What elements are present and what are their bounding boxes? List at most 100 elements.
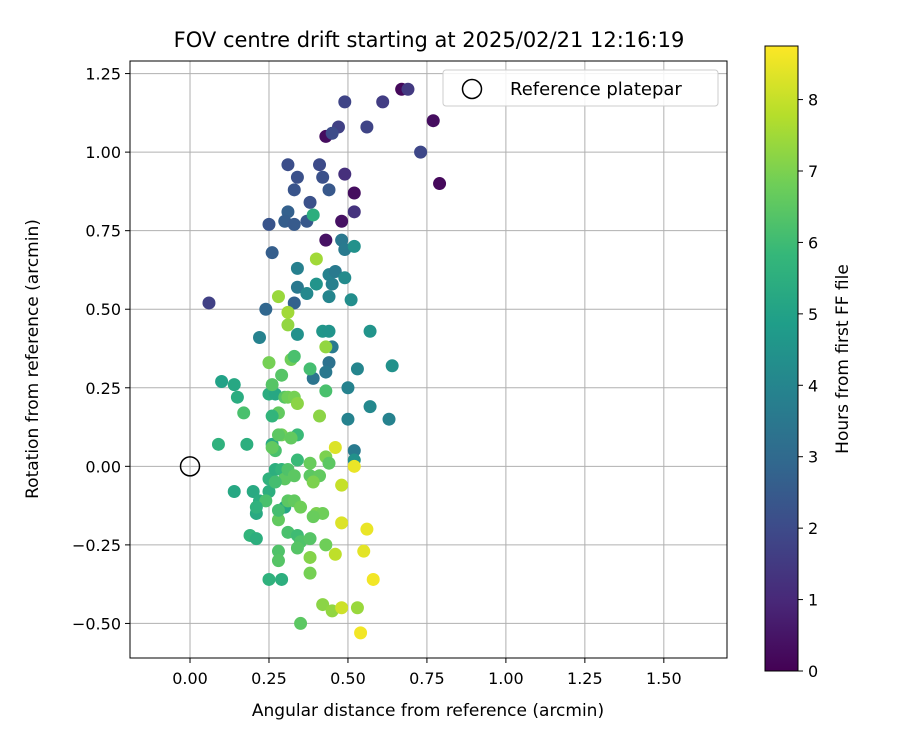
data-point — [287, 183, 301, 197]
y-axis-ticks: −0.50 −0.25 0.00 0.25 0.50 0.75 1.00 1.25 — [72, 65, 130, 633]
data-point — [309, 277, 323, 291]
data-point — [433, 177, 447, 191]
data-point — [303, 456, 317, 470]
data-point — [328, 547, 342, 561]
data-point — [300, 287, 314, 301]
data-point — [322, 456, 336, 470]
data-point — [360, 522, 374, 536]
data-point — [294, 616, 308, 630]
data-point — [281, 305, 295, 319]
data-point — [376, 95, 390, 109]
data-point — [347, 239, 361, 253]
data-point — [271, 554, 285, 568]
data-point — [259, 494, 273, 508]
data-point — [227, 484, 241, 498]
colorbar-ticks: 0 1 2 3 4 5 6 7 8 — [798, 91, 818, 681]
data-point — [347, 459, 361, 473]
data-point — [294, 500, 308, 514]
data-point — [360, 120, 374, 134]
data-point — [338, 167, 352, 181]
data-point — [335, 214, 349, 228]
data-point — [309, 252, 323, 266]
data-point — [249, 532, 263, 546]
colorbar-gradient — [764, 45, 799, 672]
colorbar-tick-label: 4 — [808, 376, 818, 395]
data-point — [303, 566, 317, 580]
data-point — [350, 601, 364, 615]
data-point — [366, 572, 380, 586]
data-point — [350, 362, 364, 376]
x-tick-label: 0.50 — [330, 669, 366, 688]
data-point — [265, 409, 279, 423]
data-point — [246, 484, 260, 498]
data-point — [237, 406, 251, 420]
data-point — [303, 550, 317, 564]
data-point — [354, 626, 368, 640]
colorbar-tick-label: 3 — [808, 448, 818, 467]
data-point — [322, 183, 336, 197]
data-point — [265, 378, 279, 392]
data-point — [385, 359, 399, 373]
data-point — [316, 598, 330, 612]
data-point — [287, 469, 301, 483]
data-point — [303, 362, 317, 376]
data-point — [363, 324, 377, 338]
data-point — [319, 384, 333, 398]
data-point — [281, 318, 295, 332]
data-point — [316, 170, 330, 184]
data-point — [328, 265, 342, 279]
data-point — [363, 400, 377, 414]
data-point — [271, 428, 285, 442]
y-tick-label: 1.00 — [85, 143, 121, 162]
data-point — [271, 544, 285, 558]
data-point — [287, 349, 301, 363]
data-point — [281, 158, 295, 172]
colorbar: 0 1 2 3 4 5 6 7 8 Hours from first FF file — [764, 45, 853, 681]
data-point — [325, 126, 339, 140]
data-point — [265, 440, 279, 454]
data-point — [265, 246, 279, 260]
data-point — [338, 95, 352, 109]
data-point — [215, 374, 229, 388]
data-point — [290, 261, 304, 275]
data-point — [303, 195, 317, 209]
data-point — [268, 475, 282, 489]
y-tick-label: −0.50 — [72, 614, 121, 633]
legend-label: Reference platepar — [510, 79, 682, 100]
data-point — [202, 296, 216, 310]
data-point — [262, 572, 276, 586]
x-axis-label: Angular distance from reference (arcmin) — [252, 701, 604, 721]
data-point — [303, 532, 317, 546]
legend-frame — [442, 69, 719, 107]
colorbar-tick-label: 8 — [808, 91, 818, 110]
x-tick-label: 1.50 — [646, 669, 682, 688]
data-point — [357, 544, 371, 558]
data-point — [284, 431, 298, 445]
data-point — [319, 233, 333, 247]
data-point — [306, 510, 320, 524]
data-point — [347, 444, 361, 458]
data-point — [290, 170, 304, 184]
data-point — [287, 296, 301, 310]
data-point — [319, 538, 333, 552]
x-tick-label: 0.25 — [251, 669, 287, 688]
data-point — [341, 412, 355, 426]
data-point — [313, 409, 327, 423]
data-point — [426, 114, 440, 128]
colorbar-tick-label: 1 — [808, 591, 818, 610]
data-point — [338, 271, 352, 285]
data-point — [319, 340, 333, 354]
data-point — [290, 453, 304, 467]
colorbar-tick-label: 0 — [808, 662, 818, 681]
data-point — [414, 145, 428, 159]
y-tick-label: 0.00 — [85, 457, 121, 476]
data-point — [227, 378, 241, 392]
data-point — [401, 82, 415, 96]
y-tick-label: 1.25 — [85, 65, 121, 84]
data-point — [328, 440, 342, 454]
data-point — [230, 390, 244, 404]
colorbar-tick-label: 6 — [808, 233, 818, 252]
data-point — [240, 437, 254, 451]
